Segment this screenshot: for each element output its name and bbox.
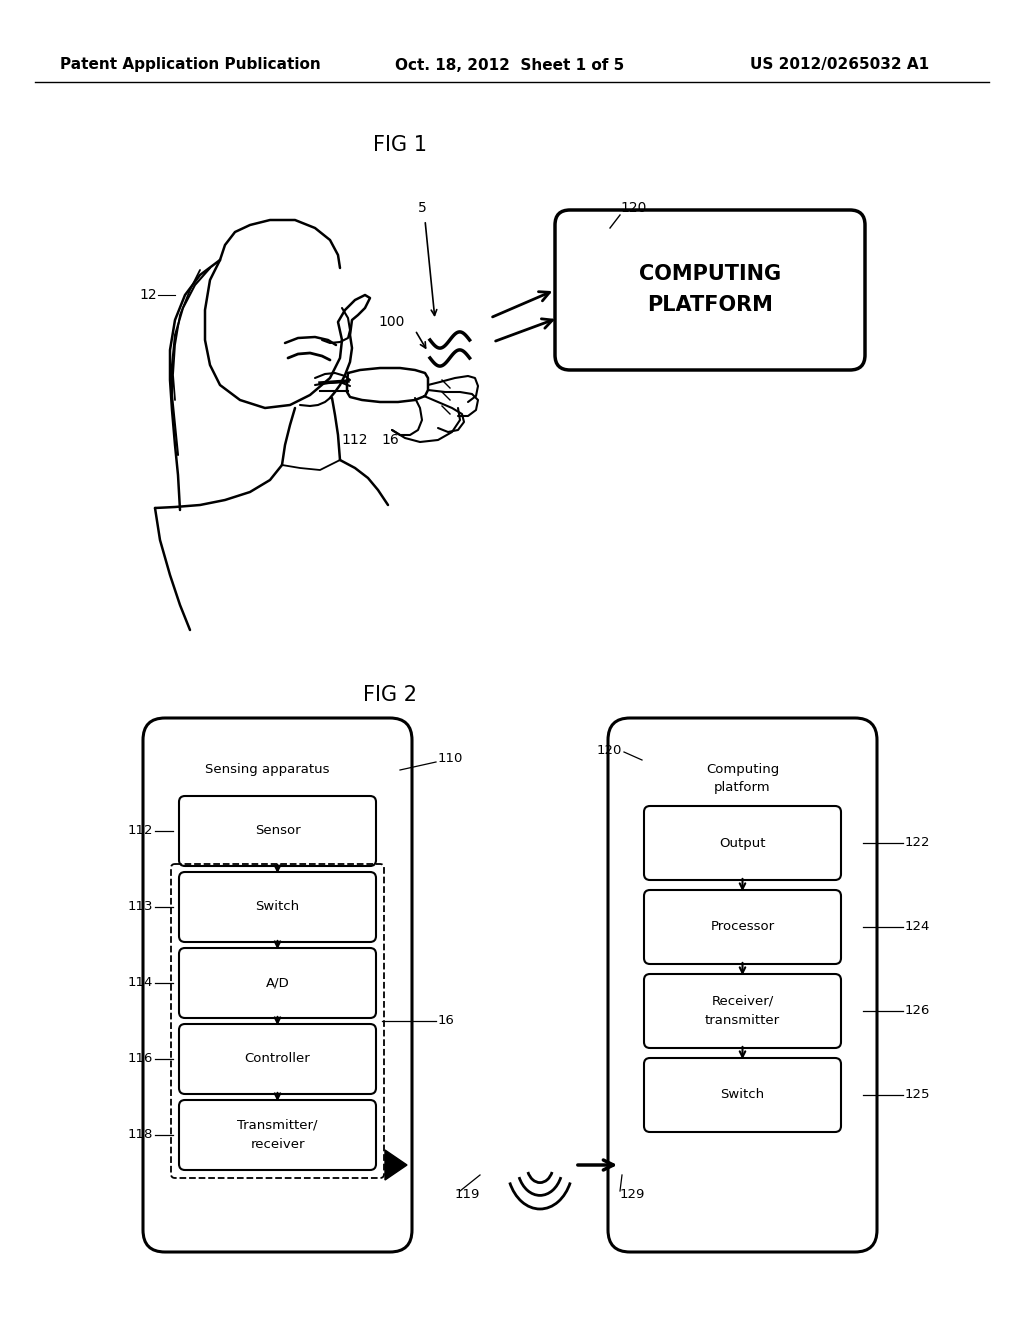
Text: 125: 125 bbox=[905, 1089, 931, 1101]
Text: 12: 12 bbox=[139, 288, 157, 302]
Text: Sensor: Sensor bbox=[255, 825, 300, 837]
Text: FIG 2: FIG 2 bbox=[362, 685, 417, 705]
Text: Transmitter/: Transmitter/ bbox=[238, 1118, 317, 1131]
Text: 124: 124 bbox=[905, 920, 931, 933]
FancyBboxPatch shape bbox=[555, 210, 865, 370]
Polygon shape bbox=[385, 1150, 407, 1180]
Text: receiver: receiver bbox=[250, 1138, 305, 1151]
Text: platform: platform bbox=[714, 781, 771, 795]
Text: 112: 112 bbox=[128, 825, 153, 837]
FancyBboxPatch shape bbox=[644, 807, 841, 880]
Text: FIG 1: FIG 1 bbox=[373, 135, 427, 154]
Text: 120: 120 bbox=[620, 201, 646, 215]
FancyBboxPatch shape bbox=[644, 974, 841, 1048]
Text: Processor: Processor bbox=[711, 920, 774, 933]
FancyBboxPatch shape bbox=[143, 718, 412, 1251]
Text: Oct. 18, 2012  Sheet 1 of 5: Oct. 18, 2012 Sheet 1 of 5 bbox=[395, 58, 625, 73]
FancyBboxPatch shape bbox=[179, 873, 376, 942]
Text: 100: 100 bbox=[379, 315, 406, 329]
Text: COMPUTING: COMPUTING bbox=[639, 264, 781, 284]
FancyBboxPatch shape bbox=[644, 1059, 841, 1133]
Text: 116: 116 bbox=[128, 1052, 153, 1065]
Text: 120: 120 bbox=[597, 743, 622, 756]
Text: Computing: Computing bbox=[706, 763, 779, 776]
Text: 16: 16 bbox=[438, 1015, 455, 1027]
Text: 112: 112 bbox=[342, 433, 369, 447]
Text: Controller: Controller bbox=[245, 1052, 310, 1065]
Text: A/D: A/D bbox=[265, 977, 290, 990]
Text: Receiver/: Receiver/ bbox=[712, 994, 773, 1007]
Text: Patent Application Publication: Patent Application Publication bbox=[59, 58, 321, 73]
Text: PLATFORM: PLATFORM bbox=[647, 294, 773, 315]
Text: Switch: Switch bbox=[255, 900, 300, 913]
FancyBboxPatch shape bbox=[179, 1024, 376, 1094]
Text: 129: 129 bbox=[620, 1188, 645, 1201]
Text: 119: 119 bbox=[455, 1188, 480, 1201]
Text: Switch: Switch bbox=[721, 1089, 765, 1101]
Text: 126: 126 bbox=[905, 1005, 931, 1018]
Text: 122: 122 bbox=[905, 837, 931, 850]
Text: 114: 114 bbox=[128, 977, 153, 990]
Text: Output: Output bbox=[719, 837, 766, 850]
Text: transmitter: transmitter bbox=[705, 1015, 780, 1027]
Text: 110: 110 bbox=[438, 751, 464, 764]
FancyBboxPatch shape bbox=[644, 890, 841, 964]
FancyBboxPatch shape bbox=[608, 718, 877, 1251]
Text: 118: 118 bbox=[128, 1129, 153, 1142]
FancyBboxPatch shape bbox=[179, 796, 376, 866]
Text: 16: 16 bbox=[381, 433, 399, 447]
Text: Sensing apparatus: Sensing apparatus bbox=[205, 763, 330, 776]
Text: 5: 5 bbox=[418, 201, 426, 215]
FancyBboxPatch shape bbox=[179, 1100, 376, 1170]
Text: 113: 113 bbox=[128, 900, 153, 913]
Text: US 2012/0265032 A1: US 2012/0265032 A1 bbox=[751, 58, 930, 73]
FancyBboxPatch shape bbox=[179, 948, 376, 1018]
